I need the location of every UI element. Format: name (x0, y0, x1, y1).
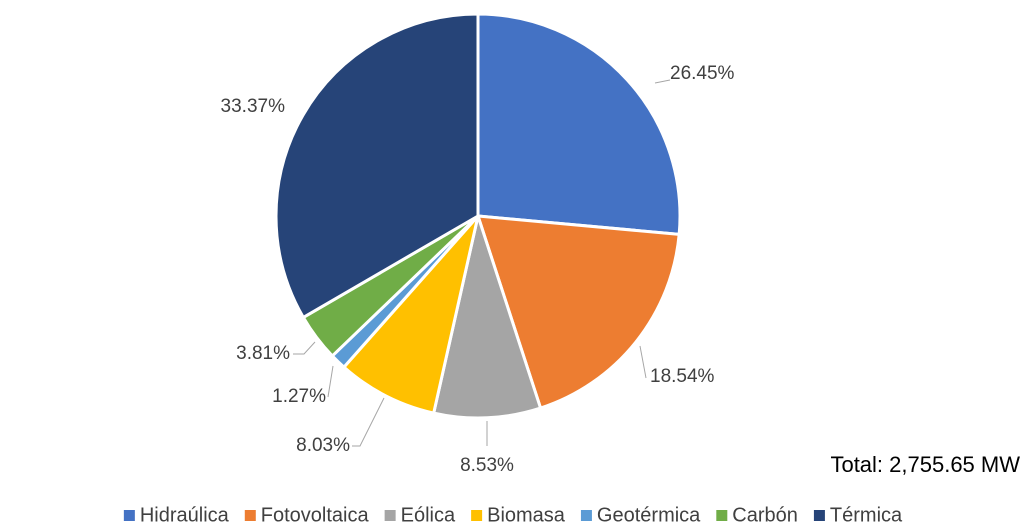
annotation: Total: 2,755.65 MW (830, 452, 1020, 477)
legend-label: Geotérmica (597, 504, 701, 526)
pie-slice (476, 12, 682, 237)
data-label: 3.81% (236, 343, 290, 364)
legend-swatch (123, 510, 135, 521)
pie-slice (475, 214, 681, 410)
legend-label: Eólica (401, 504, 456, 526)
data-label: 33.37% (221, 96, 286, 117)
leader-line (639, 345, 647, 379)
legend-label: Fotovoltaica (261, 504, 370, 526)
data-label: 8.53% (460, 455, 514, 476)
pie-slice (274, 12, 480, 320)
leader-line (293, 341, 316, 355)
legend-swatch (716, 510, 728, 521)
data-label: 8.03% (296, 435, 350, 456)
legend-label: Biomasa (487, 504, 566, 526)
legend-swatch (471, 510, 483, 521)
leader-line (327, 365, 334, 398)
legend-label: Hidraúlica (140, 504, 230, 526)
legend-swatch (580, 510, 592, 521)
legend-label: Térmica (830, 504, 903, 526)
legend-label: Carbón (732, 504, 798, 526)
data-label: 18.54% (650, 366, 715, 387)
data-label: 26.45% (670, 63, 735, 84)
legend-swatch (813, 510, 825, 521)
pie-slice (431, 210, 543, 420)
leader-line (352, 397, 385, 447)
leader-line (654, 79, 671, 84)
legend-swatch (384, 510, 396, 521)
data-label: 1.27% (272, 386, 326, 407)
pie-slice (341, 215, 480, 415)
legend-swatch (244, 510, 256, 521)
